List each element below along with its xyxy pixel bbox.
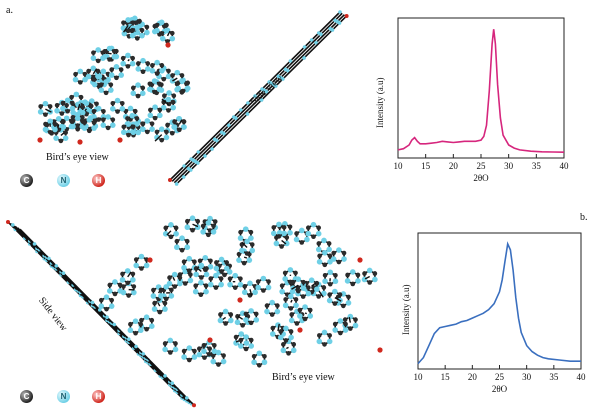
x-tick-label: 35	[532, 161, 542, 171]
chart-b-ylabel: Intensity (a.u)	[401, 284, 411, 335]
x-tick-label: 30	[504, 161, 514, 171]
x-tick-label: 15	[421, 161, 431, 171]
plot-frame	[417, 232, 582, 370]
x-tick-label: 25	[495, 372, 505, 382]
side-view-structure-a	[168, 10, 349, 186]
x-axis-label: 2θO	[492, 384, 508, 394]
x-axis-label: 2θO	[473, 173, 489, 183]
x-tick-label: 30	[522, 372, 532, 382]
x-tick-label: 35	[549, 372, 559, 382]
birds-eye-structure-b	[98, 215, 383, 368]
x-tick-label: 10	[414, 372, 424, 382]
xrd-chart-a-svg: 10 15 20 25 30 35 40 2θO	[394, 17, 570, 183]
x-tick-label: 10	[394, 161, 404, 171]
birds-eye-caption-b: Bird’s eye view	[272, 372, 335, 383]
x-tick-label: 25	[477, 161, 487, 171]
xrd-chart-a: 10 15 20 25 30 35 40 2θO Intensity (a.u)	[372, 10, 572, 190]
panel-label-b: b.	[580, 212, 588, 223]
side-view-structure-b	[6, 220, 196, 408]
panel-label-a: a.	[6, 5, 13, 16]
hydrogen-atom-icon: H	[92, 174, 105, 187]
plot-frame	[397, 17, 565, 159]
x-tick-label: 20	[449, 161, 459, 171]
nitrogen-atom-icon-b: N	[57, 390, 70, 403]
x-tick-label: 15	[441, 372, 451, 382]
x-tick-label: 20	[468, 372, 478, 382]
carbon-atom-icon-b: C	[20, 390, 33, 403]
chart-a-ylabel: Intensity (a.u)	[375, 77, 385, 128]
nitrogen-atom-icon: N	[57, 174, 70, 187]
xrd-chart-b: 10 15 20 25 30 35 40 2θO Intensity (a.u)	[395, 225, 595, 405]
hydrogen-atom-icon-b: H	[92, 390, 105, 403]
x-tick-label: 40	[560, 161, 570, 171]
xrd-curve	[417, 241, 581, 365]
carbon-atom-icon: C	[20, 174, 33, 187]
xrd-chart-b-svg: 10 15 20 25 30 35 40 2θO	[414, 232, 587, 394]
birds-eye-caption-a: Bird’s eye view	[46, 152, 109, 163]
birds-eye-structure-a	[37, 15, 191, 145]
xrd-curve	[397, 29, 565, 153]
x-tick-label: 40	[577, 372, 587, 382]
